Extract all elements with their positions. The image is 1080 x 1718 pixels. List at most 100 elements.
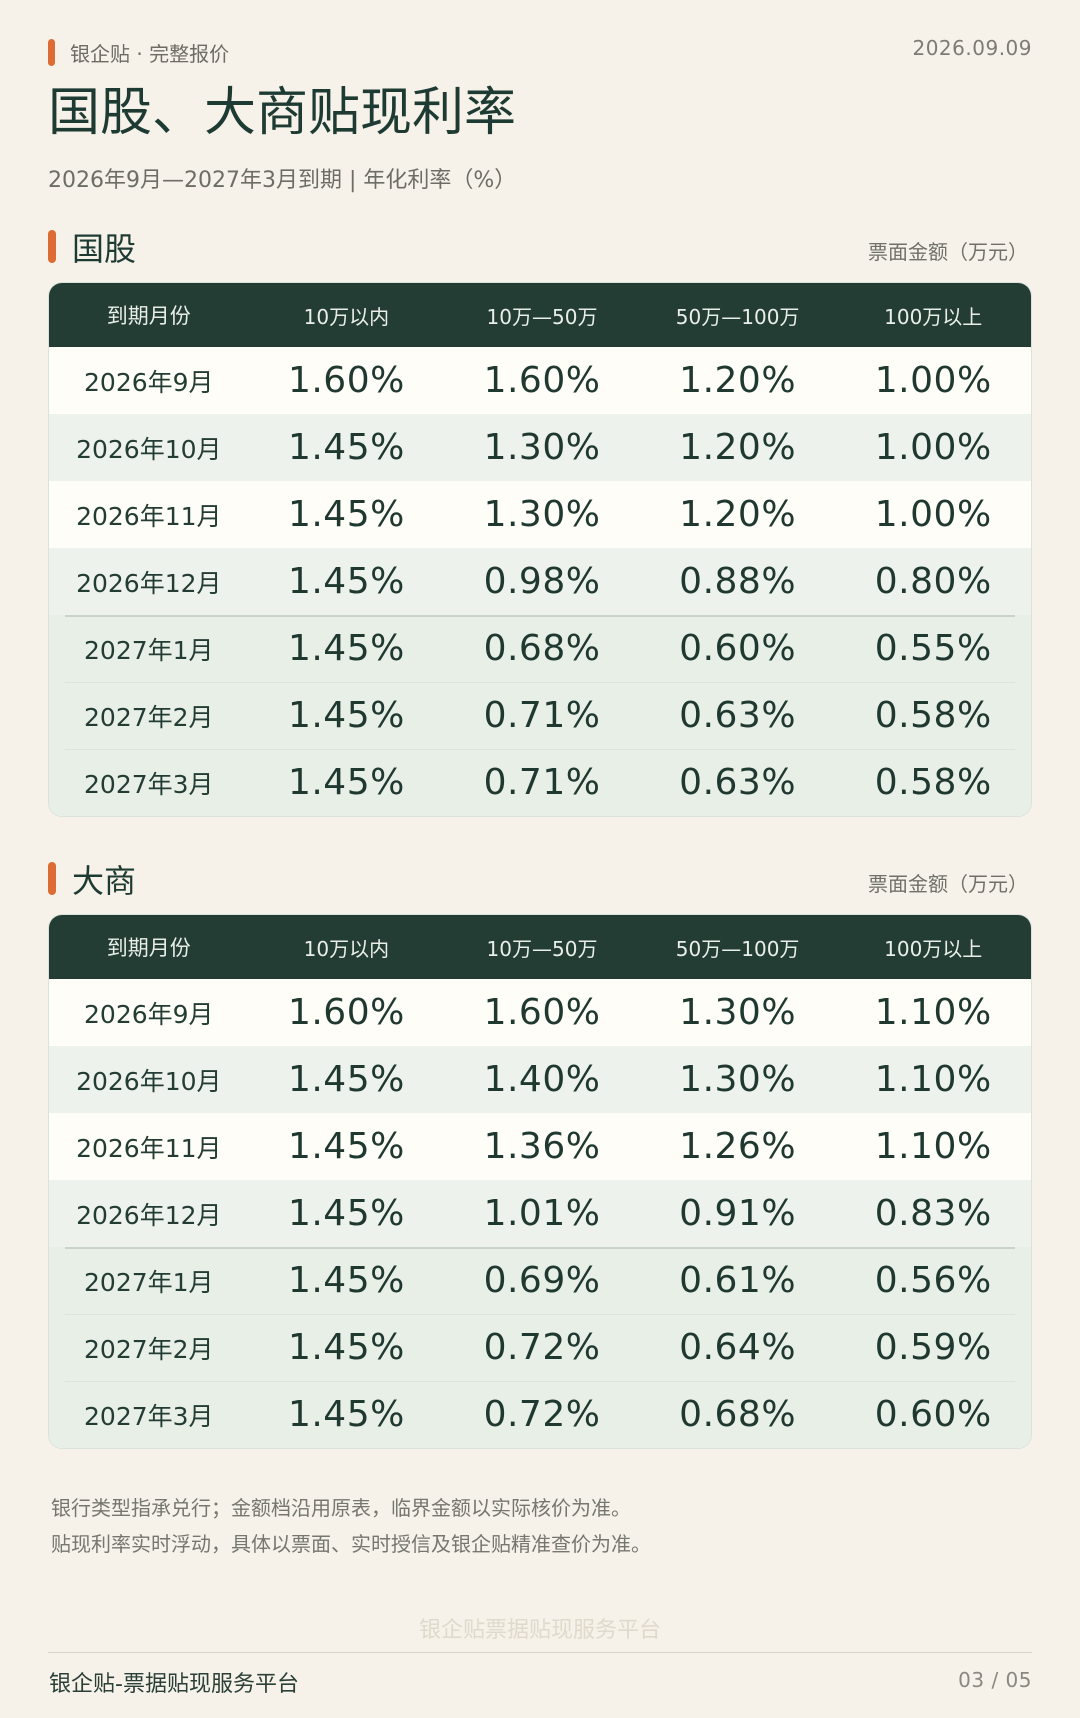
table-row: 2027年2月 1.45% 0.72% 0.64% 0.59% [49,1314,1031,1381]
rate-cell: 1.45% [287,1327,405,1368]
rate-cell: 1.45% [287,1059,405,1100]
table-row: 2026年10月 1.45% 1.40% 1.30% 1.10% [49,1046,1031,1113]
column-header-maturity: 到期月份 [106,936,191,960]
rate-cell: 1.30% [483,427,601,468]
maturity-cell: 2027年3月 [84,1401,214,1431]
section-marker-icon [48,862,56,895]
table-row: 2027年1月 1.45% 0.69% 0.61% 0.56% [49,1247,1031,1314]
rate-cell: 1.60% [483,360,601,401]
amount-unit-label: 票面金额（万元） [868,240,1028,264]
rate-table: 到期月份 10万以内 10万—50万 50万—100万 100万以上 2026年… [48,282,1032,817]
table-row: 2026年12月 1.45% 1.01% 0.91% 0.83% [49,1180,1031,1247]
section-marker-icon [48,230,56,263]
rate-cell: 1.26% [679,1126,797,1167]
rate-cell: 1.36% [483,1126,601,1167]
rate-cell: 0.71% [483,762,601,803]
rate-cell: 1.45% [287,695,405,736]
rate-cell: 1.45% [287,1126,405,1167]
column-header-tier-3: 50万—100万 [675,936,800,961]
column-header-tier-3: 50万—100万 [675,304,800,329]
rate-cell: 0.68% [679,1394,797,1435]
issue-date: 2026.09.09 [912,36,1032,60]
rate-cell: 1.20% [679,427,797,468]
maturity-cell: 2026年10月 [76,1066,222,1096]
breadcrumb: 银企贴 · 完整报价 [70,42,230,66]
page-indicator: 03 / 05 [958,1668,1032,1692]
rate-cell: 1.30% [679,992,797,1033]
rate-cell: 0.83% [874,1193,992,1234]
rate-cell: 1.10% [874,1059,992,1100]
table-row: 2027年3月 1.45% 0.72% 0.68% 0.60% [49,1381,1031,1448]
rate-cell: 1.45% [287,427,405,468]
rate-cell: 1.10% [874,1126,992,1167]
table-row: 2027年3月 1.45% 0.71% 0.63% 0.58% [49,749,1031,816]
table-row: 2027年1月 1.45% 0.68% 0.60% 0.55% [49,615,1031,682]
footnote-line: 贴现利率实时浮动，具体以票面、实时授信及银企贴精准查价为准。 [51,1532,651,1556]
rate-cell: 1.45% [287,1394,405,1435]
rate-cell: 0.60% [679,628,797,669]
rate-cell: 1.60% [483,992,601,1033]
section-title: 国股 [72,230,137,268]
rate-cell: 1.10% [874,992,992,1033]
table-row: 2026年12月 1.45% 0.98% 0.88% 0.80% [49,548,1031,615]
column-header-tier-4: 100万以上 [884,304,983,329]
rate-cell: 0.72% [483,1394,601,1435]
maturity-cell: 2027年2月 [84,1334,214,1364]
top-bar: 银企贴 · 完整报价 2026.09.09 [48,34,1032,68]
rate-cell: 1.45% [287,762,405,803]
maturity-cell: 2026年9月 [84,367,214,397]
rate-cell: 0.60% [874,1394,992,1435]
rate-cell: 0.68% [483,628,601,669]
column-header-tier-2: 10万—50万 [486,936,598,961]
table-row: 2026年9月 1.60% 1.60% 1.30% 1.10% [49,979,1031,1046]
page-subtitle: 2026年9月—2027年3月到期 | 年化利率（%） [48,168,517,193]
column-header-tier-2: 10万—50万 [486,304,598,329]
table-row: 2026年11月 1.45% 1.36% 1.26% 1.10% [49,1113,1031,1180]
rate-cell: 1.00% [874,494,992,535]
maturity-cell: 2027年3月 [84,769,214,799]
rate-table: 到期月份 10万以内 10万—50万 50万—100万 100万以上 2026年… [48,914,1032,1449]
section-header: 国股 票面金额（万元） [48,220,1032,274]
accent-bar-icon [48,39,55,66]
rate-cell: 1.45% [287,1193,405,1234]
table-header: 到期月份 10万以内 10万—50万 50万—100万 100万以上 [49,283,1031,347]
column-header-tier-1: 10万以内 [303,304,390,329]
maturity-cell: 2027年2月 [84,702,214,732]
rate-cell: 1.00% [874,360,992,401]
rate-cell: 0.80% [874,561,992,602]
rate-cell: 0.64% [679,1327,797,1368]
amount-unit-label: 票面金额（万元） [868,872,1028,896]
rate-cell: 0.98% [483,561,601,602]
rate-cell: 0.55% [874,628,992,669]
rate-cell: 1.60% [287,992,405,1033]
column-header-maturity: 到期月份 [106,304,191,328]
rate-cell: 0.71% [483,695,601,736]
maturity-cell: 2026年10月 [76,434,222,464]
maturity-cell: 2026年9月 [84,999,214,1029]
section-header: 大商 票面金额（万元） [48,852,1032,906]
rate-cell: 0.69% [483,1260,601,1301]
column-header-tier-4: 100万以上 [884,936,983,961]
footer-divider [48,1652,1032,1653]
section-title: 大商 [72,862,137,900]
rate-cell: 1.40% [483,1059,601,1100]
rate-cell: 1.60% [287,360,405,401]
table-header: 到期月份 10万以内 10万—50万 50万—100万 100万以上 [49,915,1031,979]
table-row: 2026年9月 1.60% 1.60% 1.20% 1.00% [49,347,1031,414]
rate-cell: 0.63% [679,695,797,736]
rate-cell: 0.72% [483,1327,601,1368]
rate-cell: 1.45% [287,561,405,602]
rate-cell: 1.45% [287,494,405,535]
rate-cell: 1.20% [679,494,797,535]
rate-cell: 1.30% [679,1059,797,1100]
rate-cell: 0.56% [874,1260,992,1301]
table-row: 2027年2月 1.45% 0.71% 0.63% 0.58% [49,682,1031,749]
footer-brand: 银企贴-票据贴现服务平台 [49,1672,299,1697]
section-guogu: 国股 票面金额（万元） 到期月份 10万以内 10万—50万 50万—100万 … [48,220,1032,817]
section-dashang: 大商 票面金额（万元） 到期月份 10万以内 10万—50万 50万—100万 … [48,852,1032,1449]
footnote-line: 银行类型指承兑行；金额档沿用原表，临界金额以实际核价为准。 [51,1496,631,1520]
rate-cell: 0.59% [874,1327,992,1368]
page-title: 国股、大商贴现利率 [48,83,517,143]
rate-cell: 1.30% [483,494,601,535]
table-row: 2026年11月 1.45% 1.30% 1.20% 1.00% [49,481,1031,548]
